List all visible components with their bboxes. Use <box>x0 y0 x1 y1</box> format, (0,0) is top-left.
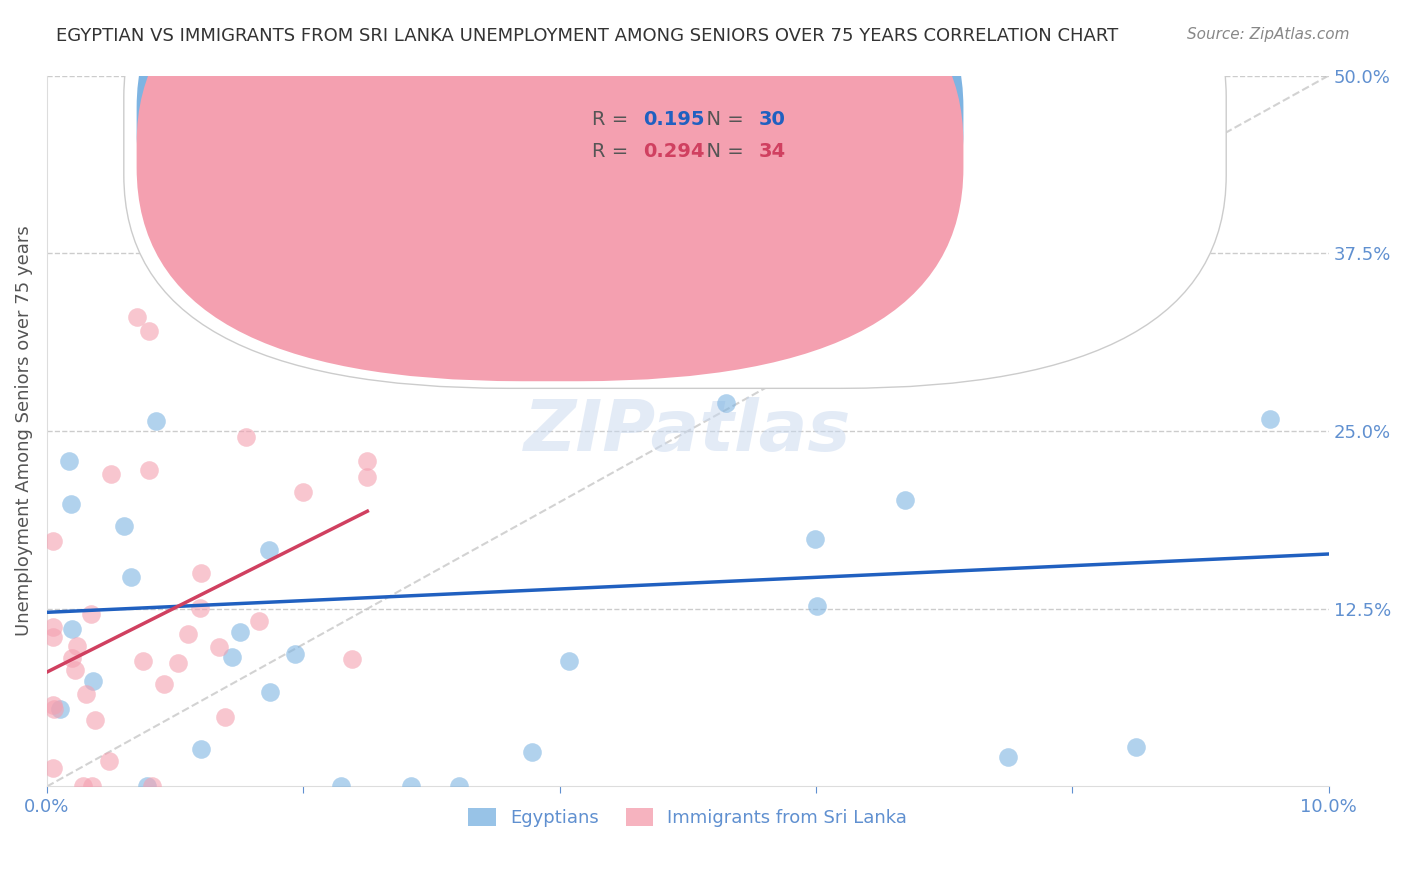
Point <box>60 622 83 636</box>
Point <box>152 677 174 691</box>
FancyBboxPatch shape <box>124 0 1226 388</box>
Point <box>97 754 120 768</box>
Point <box>1258 412 1281 426</box>
Point <box>42 698 65 712</box>
Text: ZIPatlas: ZIPatlas <box>524 397 852 466</box>
Point <box>292 485 315 500</box>
Text: R =: R = <box>592 142 634 161</box>
Point <box>100 467 122 481</box>
Point <box>190 741 212 756</box>
Point <box>221 650 243 665</box>
Point <box>716 395 738 409</box>
Point <box>42 701 65 715</box>
Point <box>83 714 105 728</box>
FancyBboxPatch shape <box>136 0 963 381</box>
Legend: Egyptians, Immigrants from Sri Lanka: Egyptians, Immigrants from Sri Lanka <box>461 800 914 834</box>
Point <box>257 542 280 557</box>
Text: 34: 34 <box>758 142 786 161</box>
Point <box>356 454 378 468</box>
Text: 0.195: 0.195 <box>643 110 704 129</box>
Point <box>82 780 104 794</box>
Point <box>112 519 135 533</box>
Text: 0.294: 0.294 <box>643 142 704 161</box>
Point <box>1125 739 1147 754</box>
Point <box>458 168 481 182</box>
Point <box>72 780 94 794</box>
Point <box>664 339 686 353</box>
Point <box>48 702 70 716</box>
Text: Source: ZipAtlas.com: Source: ZipAtlas.com <box>1187 27 1350 42</box>
Point <box>42 534 65 549</box>
Text: N =: N = <box>695 110 751 129</box>
Point <box>66 639 89 653</box>
Point <box>997 749 1019 764</box>
Point <box>228 624 250 639</box>
Point <box>136 780 159 794</box>
Point <box>82 673 104 688</box>
Point <box>120 570 142 584</box>
Point <box>291 349 314 363</box>
Point <box>42 761 65 775</box>
Text: EGYPTIAN VS IMMIGRANTS FROM SRI LANKA UNEMPLOYMENT AMONG SENIORS OVER 75 YEARS C: EGYPTIAN VS IMMIGRANTS FROM SRI LANKA UN… <box>56 27 1119 45</box>
Point <box>893 492 915 507</box>
Point <box>125 310 148 325</box>
Point <box>42 620 65 634</box>
FancyBboxPatch shape <box>136 0 963 346</box>
Point <box>141 780 163 794</box>
Point <box>138 462 160 476</box>
Point <box>520 745 543 759</box>
Point <box>804 533 827 547</box>
Point <box>557 655 579 669</box>
Point <box>59 497 82 511</box>
Point <box>208 640 231 655</box>
Point <box>259 685 281 699</box>
Point <box>806 599 828 614</box>
Y-axis label: Unemployment Among Seniors over 75 years: Unemployment Among Seniors over 75 years <box>15 226 32 636</box>
Point <box>145 414 167 428</box>
Point <box>63 663 86 677</box>
Point <box>247 614 270 628</box>
Point <box>60 651 83 665</box>
Point <box>167 657 190 671</box>
Point <box>75 687 97 701</box>
Point <box>42 630 65 644</box>
Point <box>342 651 364 665</box>
Text: 30: 30 <box>758 110 785 129</box>
Point <box>190 566 212 580</box>
Point <box>447 780 470 794</box>
Point <box>176 627 198 641</box>
Point <box>138 325 160 339</box>
Text: N =: N = <box>695 142 751 161</box>
Point <box>132 654 155 668</box>
Point <box>58 454 80 468</box>
Point <box>214 710 236 724</box>
Point <box>401 780 423 794</box>
Point <box>79 607 101 621</box>
Point <box>330 780 353 794</box>
Text: R =: R = <box>592 110 634 129</box>
Point <box>356 469 378 483</box>
Point <box>188 600 211 615</box>
Point <box>235 430 257 444</box>
Point <box>284 647 307 661</box>
